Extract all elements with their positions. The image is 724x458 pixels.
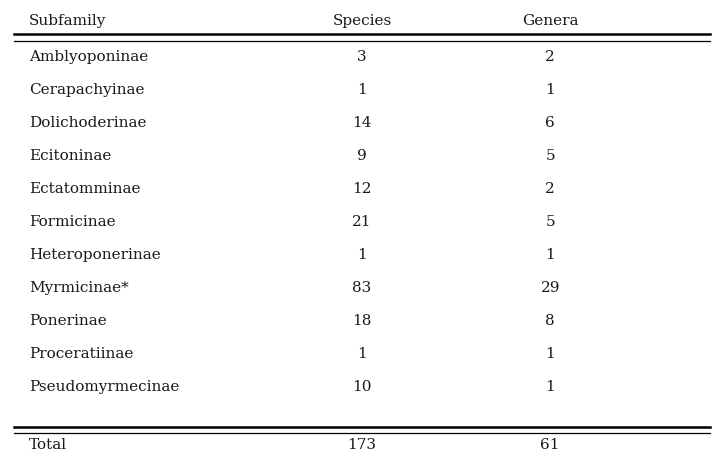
Text: Amblyoponinae: Amblyoponinae bbox=[29, 50, 148, 64]
Text: Ectatomminae: Ectatomminae bbox=[29, 182, 140, 196]
Text: Ponerinae: Ponerinae bbox=[29, 314, 106, 328]
Text: Formicinae: Formicinae bbox=[29, 215, 116, 229]
Text: 2: 2 bbox=[545, 182, 555, 196]
Text: 14: 14 bbox=[353, 116, 371, 130]
Text: 1: 1 bbox=[357, 248, 367, 262]
Text: Cerapachyinae: Cerapachyinae bbox=[29, 83, 145, 97]
Text: Pseudomyrmecinae: Pseudomyrmecinae bbox=[29, 380, 180, 394]
Text: Heteroponerinae: Heteroponerinae bbox=[29, 248, 161, 262]
Text: 5: 5 bbox=[545, 215, 555, 229]
Text: Proceratiinae: Proceratiinae bbox=[29, 347, 133, 361]
Text: Dolichoderinae: Dolichoderinae bbox=[29, 116, 146, 130]
Text: 1: 1 bbox=[545, 83, 555, 97]
Text: 1: 1 bbox=[357, 83, 367, 97]
Text: 2: 2 bbox=[545, 50, 555, 64]
Text: 173: 173 bbox=[348, 438, 376, 452]
Text: Species: Species bbox=[332, 14, 392, 27]
Text: Ecitoninae: Ecitoninae bbox=[29, 149, 111, 163]
Text: 1: 1 bbox=[545, 347, 555, 361]
Text: 83: 83 bbox=[353, 281, 371, 295]
Text: 3: 3 bbox=[357, 50, 367, 64]
Text: 12: 12 bbox=[353, 182, 371, 196]
Text: Total: Total bbox=[29, 438, 67, 452]
Text: 1: 1 bbox=[357, 347, 367, 361]
Text: Myrmicinae*: Myrmicinae* bbox=[29, 281, 129, 295]
Text: 9: 9 bbox=[357, 149, 367, 163]
Text: 18: 18 bbox=[353, 314, 371, 328]
Text: 8: 8 bbox=[545, 314, 555, 328]
Text: 61: 61 bbox=[541, 438, 560, 452]
Text: 10: 10 bbox=[353, 380, 371, 394]
Text: 5: 5 bbox=[545, 149, 555, 163]
Text: 1: 1 bbox=[545, 380, 555, 394]
Text: 1: 1 bbox=[545, 248, 555, 262]
Text: Subfamily: Subfamily bbox=[29, 14, 106, 27]
Text: 21: 21 bbox=[353, 215, 371, 229]
Text: 6: 6 bbox=[545, 116, 555, 130]
Text: 29: 29 bbox=[541, 281, 560, 295]
Text: Genera: Genera bbox=[522, 14, 578, 27]
